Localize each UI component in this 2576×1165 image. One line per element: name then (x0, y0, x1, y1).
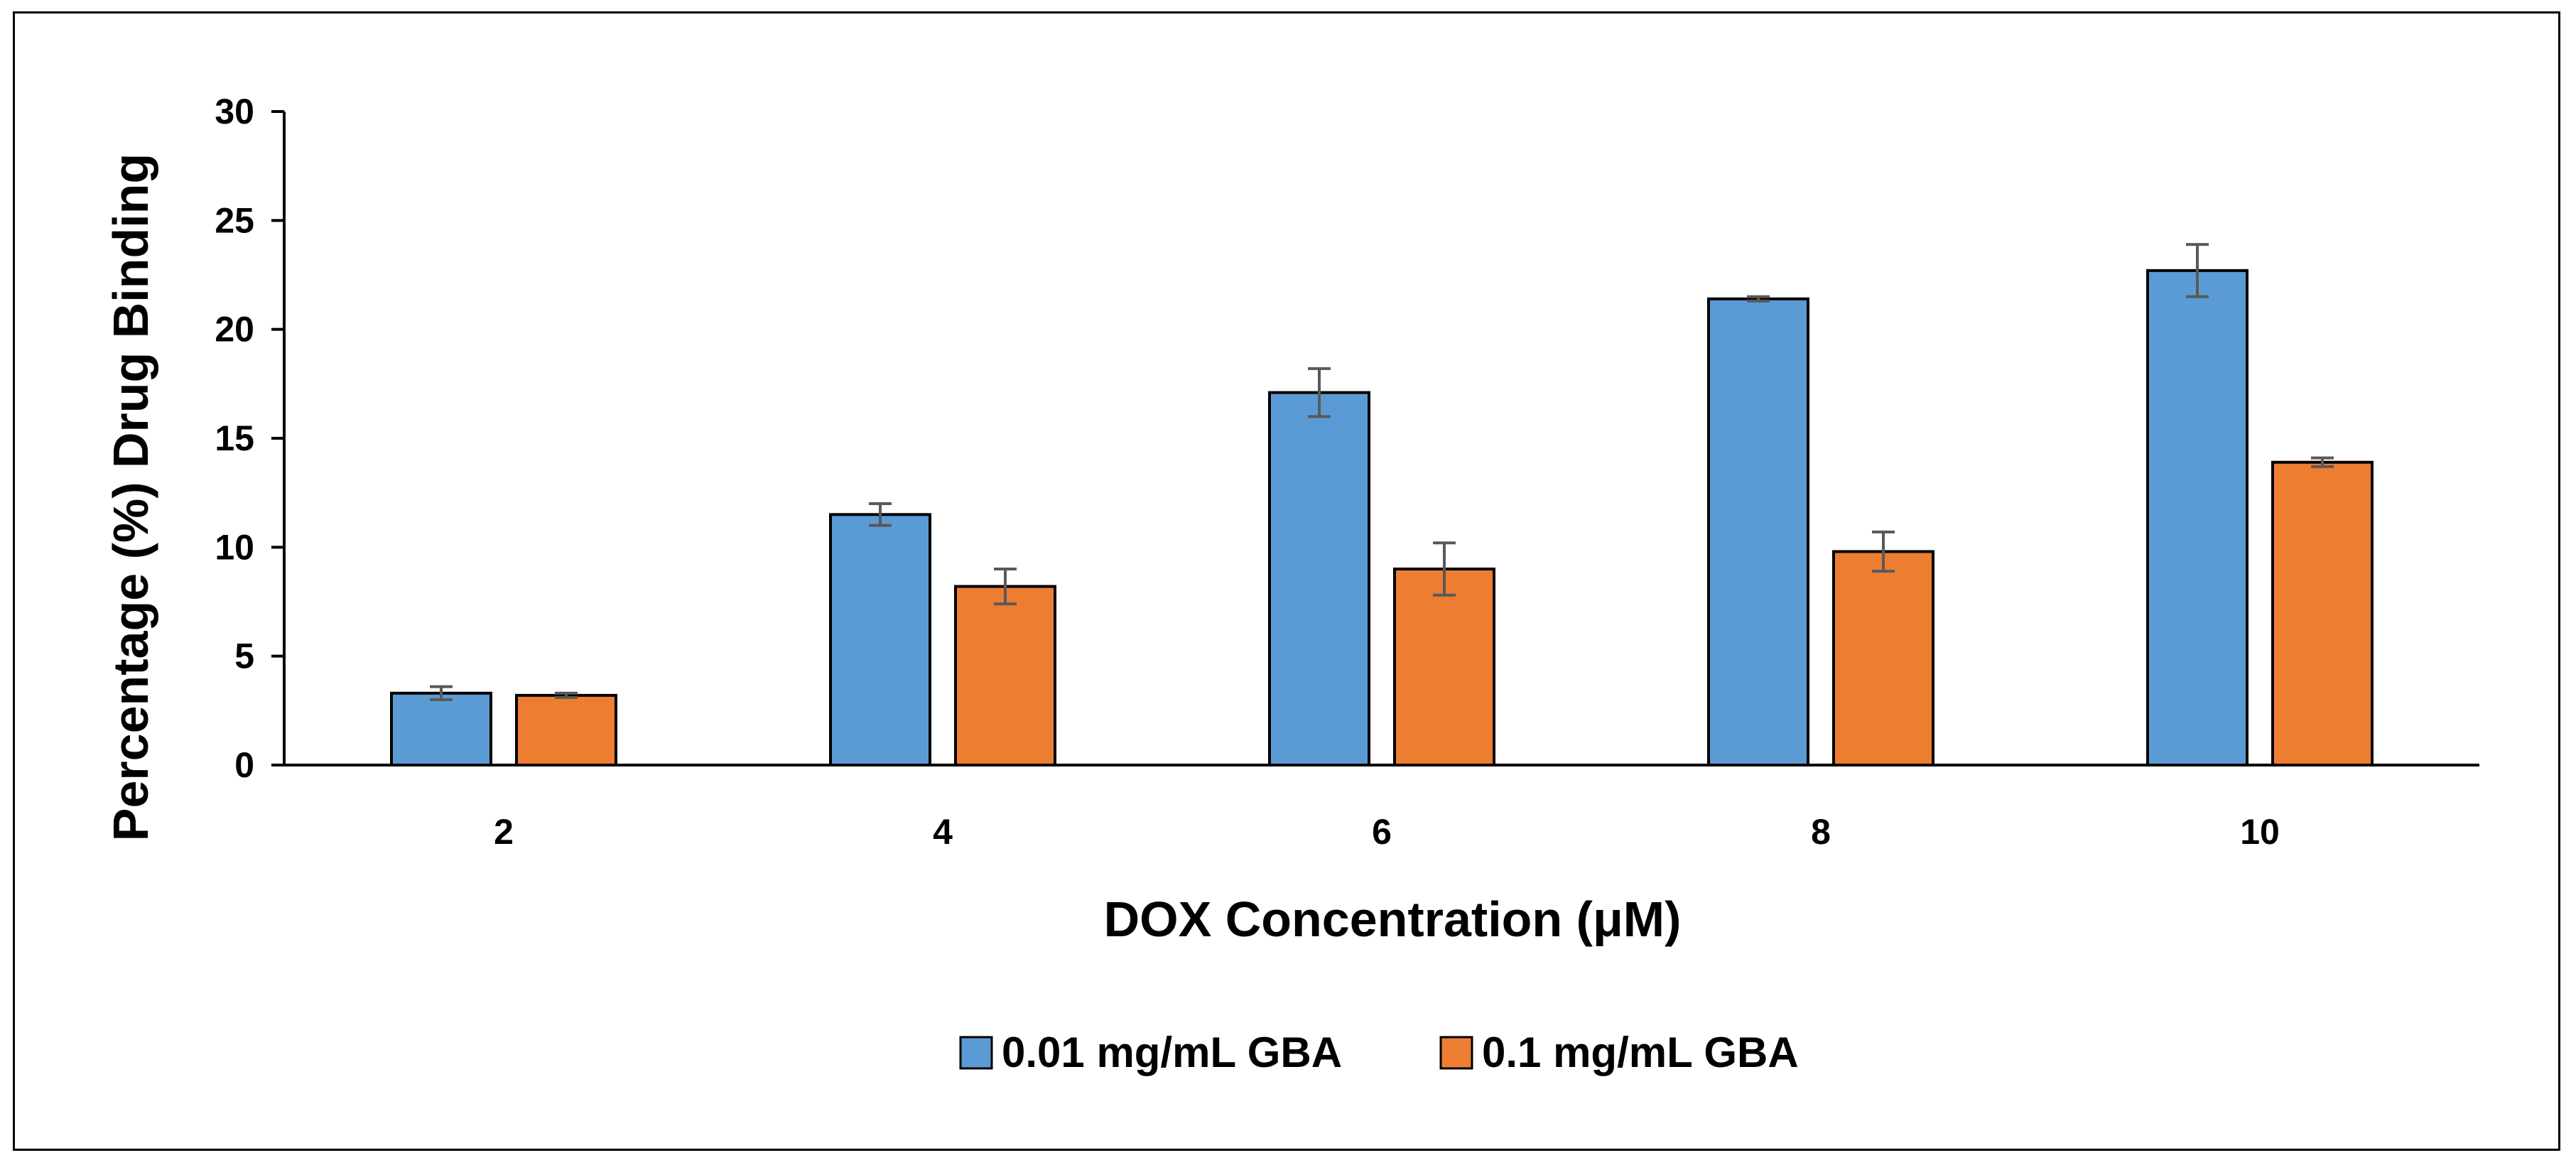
legend-label-series-2: 0.1 mg/mL GBA (1482, 1029, 1799, 1076)
legend-swatch-series-1 (959, 1036, 993, 1070)
legend: 0.01 mg/mL GBA 0.1 mg/mL GBA (959, 1029, 1799, 1076)
y-tick-label-20: 20 (215, 310, 254, 350)
y-tick-label-5: 5 (234, 636, 254, 676)
y-tick-label-0: 0 (234, 745, 254, 785)
bar-series-1-6 (1268, 391, 1370, 766)
x-tick-label-10: 10 (2240, 812, 2280, 852)
x-tick-label-8: 8 (1811, 812, 1831, 852)
plot-area: 0 5 10 15 20 25 30 2 4 6 8 10 (215, 92, 2479, 852)
y-tick-label-25: 25 (215, 200, 254, 240)
bar-series-2-4 (954, 585, 1056, 766)
x-tick-label-4: 4 (933, 812, 953, 852)
bar-series-2-8 (1832, 550, 1934, 766)
x-tick-label-6: 6 (1372, 812, 1392, 852)
x-axis-title: DOX Concentration (μM) (1104, 892, 1682, 947)
bar-series-2-6 (1393, 568, 1495, 766)
bar-series-1-8 (1707, 297, 1809, 766)
bar-series-1-2 (390, 691, 492, 766)
legend-swatch-series-2 (1439, 1036, 1473, 1070)
legend-label-series-1: 0.01 mg/mL GBA (1002, 1029, 1342, 1076)
y-tick-label-10: 10 (215, 527, 254, 567)
y-tick-label-30: 30 (215, 92, 254, 131)
y-axis-title: Percentage (%) Drug Binding (103, 153, 158, 841)
bar-series-1-4 (829, 513, 931, 766)
x-tick-label-2: 2 (494, 812, 514, 852)
bar-series-2-2 (515, 693, 617, 766)
bar-series-1-10 (2146, 269, 2248, 767)
bar-series-2-10 (2271, 460, 2374, 766)
y-tick-label-15: 15 (215, 418, 254, 458)
